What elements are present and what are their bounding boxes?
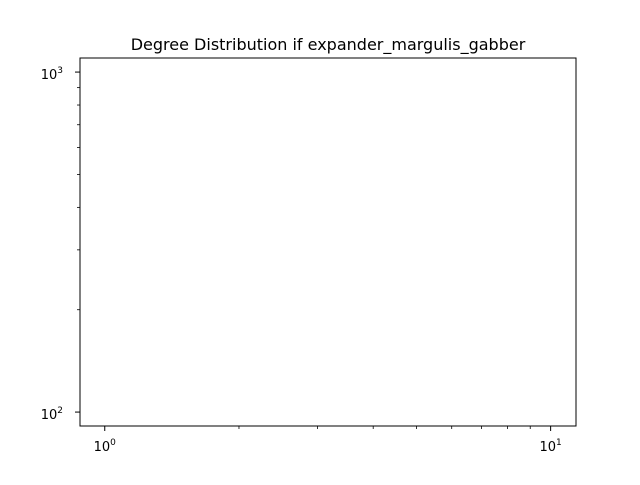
plot-frame: [79, 57, 577, 427]
y-axis: 102 103: [41, 66, 80, 423]
x-tick-label: 100: [94, 438, 117, 455]
x-tick-label: 101: [539, 438, 561, 455]
x-axis: 100 101: [94, 426, 562, 455]
chart-title: Degree Distribution if expander_margulis…: [131, 35, 526, 55]
y-tick-label: 102: [41, 406, 63, 423]
y-tick-label: 103: [41, 66, 63, 83]
